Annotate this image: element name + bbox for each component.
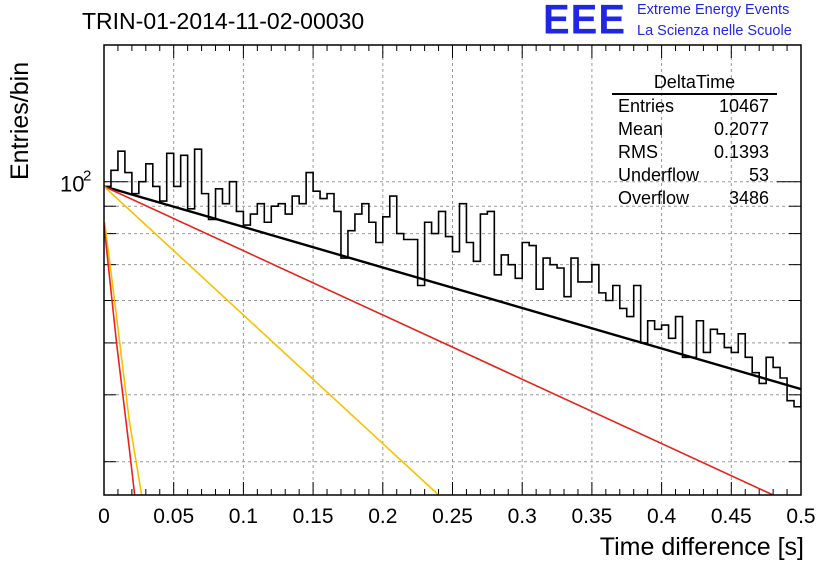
- stats-row-overflow: Overflow 3486: [612, 187, 777, 210]
- fit-curve-3: [104, 222, 143, 495]
- stats-value: 53: [748, 165, 769, 185]
- stats-value: 10467: [718, 96, 769, 116]
- y-tick-exponent: 2: [83, 168, 91, 185]
- x-axis-label: Time difference [s]: [599, 533, 804, 561]
- chart-title: TRIN-01-2014-11-02-00030: [82, 8, 365, 34]
- histogram-series: [104, 148, 801, 408]
- logo-line-2: La Scienza nelle Scuole: [637, 23, 792, 39]
- x-tick-label: 0.15: [293, 505, 334, 528]
- x-tick-label: 0.2: [368, 505, 397, 528]
- stats-value: 3486: [728, 188, 769, 208]
- stats-value: 0.2077: [713, 119, 769, 139]
- x-tick-label: 0.25: [432, 505, 473, 528]
- x-tick-label: 0.4: [647, 505, 677, 528]
- logo-line-1: Extreme Energy Events: [637, 2, 790, 18]
- stats-row-mean: Mean 0.2077: [612, 118, 777, 141]
- x-tick-label: 0: [98, 505, 110, 528]
- stats-label: Entries: [618, 96, 675, 116]
- fit-curve-4: [104, 224, 136, 495]
- fit-curve-1: [104, 185, 774, 495]
- y-axis-label: Entries/bin: [6, 61, 34, 180]
- x-tick-label: 0.05: [153, 505, 194, 528]
- eee-logo: EEE: [543, 0, 627, 44]
- x-tick-label: 0.1: [229, 505, 258, 528]
- stats-label: Overflow: [618, 188, 690, 208]
- stats-label: Mean: [618, 119, 664, 139]
- stats-box: DeltaTime Entries 10467 Mean 0.2077 RMS 0.1…: [612, 72, 777, 210]
- stats-title: DeltaTime: [612, 72, 777, 95]
- stats-label: Underflow: [618, 165, 700, 185]
- x-tick-label: 0.3: [508, 505, 537, 528]
- plot-frame: [103, 44, 802, 496]
- fit-curve-2: [104, 185, 440, 495]
- fit-curve-0: [104, 185, 801, 391]
- x-tick-label: 0.45: [711, 505, 752, 528]
- stats-row-entries: Entries 10467: [612, 95, 777, 118]
- stats-value: 0.1393: [713, 142, 769, 162]
- x-tick-label: 0.5: [786, 505, 815, 528]
- stats-row-underflow: Underflow 53: [612, 164, 777, 187]
- stats-row-rms: RMS 0.1393: [612, 141, 777, 164]
- x-tick-label: 0.35: [571, 505, 612, 528]
- y-tick-label: 10: [60, 172, 84, 197]
- stats-label: RMS: [618, 142, 658, 162]
